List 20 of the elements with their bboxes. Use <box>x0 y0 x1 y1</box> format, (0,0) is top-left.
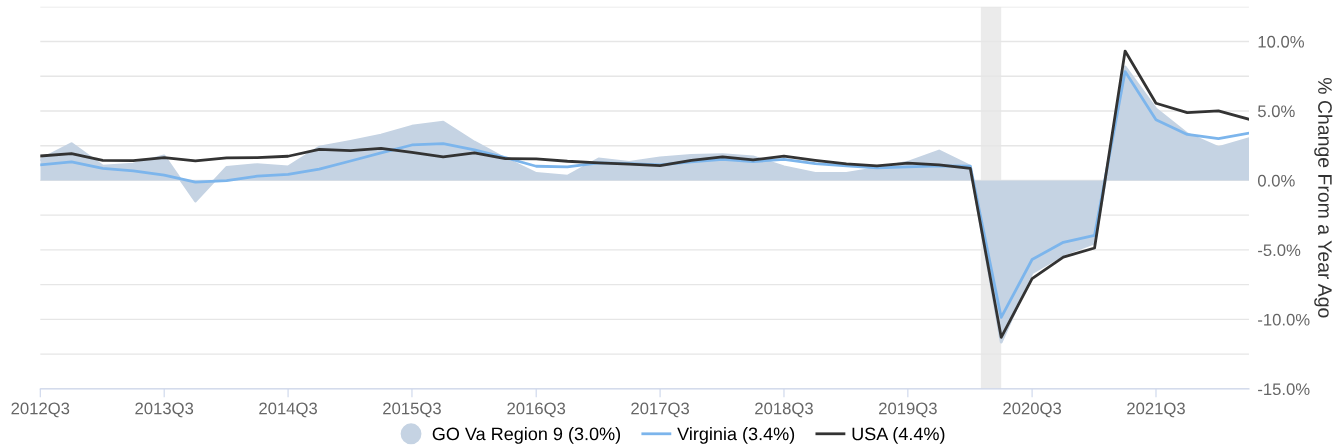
y2-tick-label: -10.0% <box>1258 313 1310 326</box>
y2-tick-label: 0.0% <box>1257 174 1295 187</box>
legend-label: USA (4.4%) <box>852 427 945 444</box>
y2-tick-label: -15.0% <box>1258 383 1310 396</box>
x-tick-label: 2016Q3 <box>507 402 566 418</box>
x-tick-label: 2021Q3 <box>1127 402 1185 418</box>
x-tick-label: 2019Q3 <box>879 402 937 418</box>
y2-tick-label: -5.0% <box>1258 244 1301 257</box>
y2-axis-title: % Change From a Year Ago <box>1314 77 1333 318</box>
x-tick-label: 2018Q3 <box>755 402 813 418</box>
y2-tick-label: 5.0% <box>1257 105 1295 118</box>
x-tick-label: 2014Q3 <box>259 402 317 418</box>
legend-label: GO Va Region 9 (3.0%) <box>432 427 621 444</box>
x-tick-label: 2013Q3 <box>135 402 194 418</box>
x-tick-label: 2015Q3 <box>383 402 441 418</box>
x-tick-label: 2012Q3 <box>11 402 70 418</box>
x-tick-label: 2020Q3 <box>1003 402 1062 418</box>
y2-tick-label: 10.0% <box>1258 35 1304 48</box>
legend-label: Virginia (3.4%) <box>677 427 795 444</box>
x-tick-label: 2017Q3 <box>631 402 690 418</box>
